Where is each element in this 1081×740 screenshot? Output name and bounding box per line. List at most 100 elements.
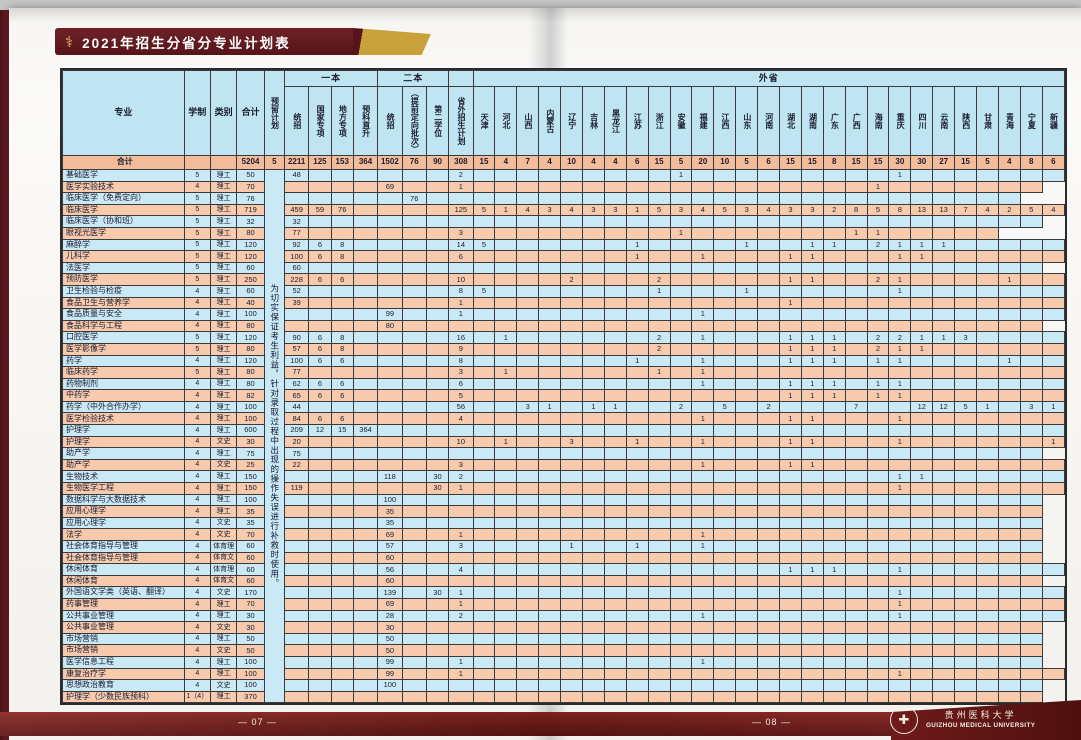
cell: [800, 192, 824, 205]
cell: [866, 308, 890, 321]
cell: [932, 354, 956, 368]
cell: [538, 528, 562, 541]
cell: [866, 644, 890, 657]
cell: 麻醉学: [62, 238, 185, 252]
cell: [425, 226, 450, 240]
cell: 卫生检验与检疫: [62, 284, 185, 298]
cell: [401, 226, 427, 240]
cell: [401, 284, 427, 298]
cell: [647, 632, 671, 646]
cell: [757, 586, 780, 599]
cell: 10: [448, 435, 474, 449]
cell: 理工: [209, 389, 238, 402]
cell: [603, 493, 627, 507]
cell: 4: [183, 377, 211, 391]
cell: 1: [625, 540, 649, 553]
cell: [494, 169, 518, 182]
cell: 2: [997, 203, 1021, 217]
cell: [713, 354, 737, 368]
cell: [401, 482, 427, 495]
cell: [425, 400, 450, 414]
cell: [866, 458, 890, 472]
cell: [669, 354, 693, 368]
cell: [997, 400, 1021, 414]
cell: 4: [183, 482, 211, 495]
cell: 5: [183, 238, 211, 252]
cell: [713, 180, 737, 194]
cell: [352, 574, 379, 588]
cell: [910, 180, 934, 194]
cell: [401, 319, 427, 333]
cell: [910, 679, 934, 692]
cell: [516, 412, 540, 426]
cell: [822, 644, 846, 657]
cell: [778, 644, 802, 657]
cell: 60: [377, 551, 403, 565]
cell: 3: [1019, 400, 1043, 414]
cell: 1: [997, 273, 1021, 286]
cell: 药学: [62, 354, 185, 368]
cell: 1: [866, 389, 890, 402]
cell: [494, 261, 518, 275]
cell: [308, 597, 332, 611]
cell: 理工: [209, 308, 238, 321]
cell: 药事管理: [62, 597, 185, 611]
cell: [448, 505, 474, 518]
cell: [691, 505, 715, 518]
cell: [401, 308, 427, 321]
cell: 2: [757, 400, 780, 414]
province-header-15: 湖南: [800, 86, 824, 156]
cell: [954, 354, 977, 368]
cell: 1: [888, 250, 912, 263]
cell: [625, 458, 649, 472]
cell: [472, 447, 496, 460]
cell: [778, 667, 802, 681]
cell: [308, 621, 332, 634]
cell: [330, 586, 354, 599]
cell: 1: [866, 226, 890, 240]
cell: 1: [976, 400, 999, 414]
cell: [669, 482, 693, 495]
cell: [669, 424, 693, 437]
cell: [757, 366, 780, 379]
cell: 7: [844, 400, 868, 414]
cell: [625, 169, 649, 182]
cell: [800, 690, 824, 704]
cell: [560, 586, 583, 599]
cell: [822, 493, 846, 507]
cell: [844, 493, 868, 507]
table-row: 休闲体育 4 体育理 60 56 4 1 1 1 1: [62, 563, 1066, 576]
cell: [352, 586, 379, 599]
cell: 80: [236, 226, 265, 240]
cell: [516, 551, 540, 565]
cell: [932, 574, 956, 588]
cell: 5: [183, 192, 211, 205]
cell: 3: [669, 203, 693, 217]
cell: [401, 609, 427, 623]
cell: [352, 342, 379, 356]
cell: 1: [448, 528, 474, 541]
table-row: 中药学 4 理工 82 65 6 6 5 1 1 1 1 1: [62, 389, 1066, 402]
cell: 理工: [209, 180, 238, 194]
cell: [757, 226, 780, 240]
cell: [713, 470, 737, 484]
cell: [560, 563, 583, 576]
cell: [603, 331, 627, 344]
cell: [625, 342, 649, 356]
cell: [560, 389, 583, 402]
cell: [352, 226, 379, 240]
cell: [603, 574, 627, 588]
cell: [494, 412, 518, 426]
total-cell-7: 153: [330, 155, 354, 170]
cell: 2: [822, 203, 846, 217]
cell: [844, 609, 868, 623]
cell: [283, 470, 310, 484]
cell: [377, 273, 403, 286]
cell: [472, 331, 496, 344]
cell: [538, 482, 562, 495]
cell: 8: [448, 354, 474, 368]
cell: [954, 655, 977, 669]
cell: [516, 366, 540, 379]
cell: [1041, 308, 1066, 321]
total-cell-33: 30: [910, 155, 934, 170]
